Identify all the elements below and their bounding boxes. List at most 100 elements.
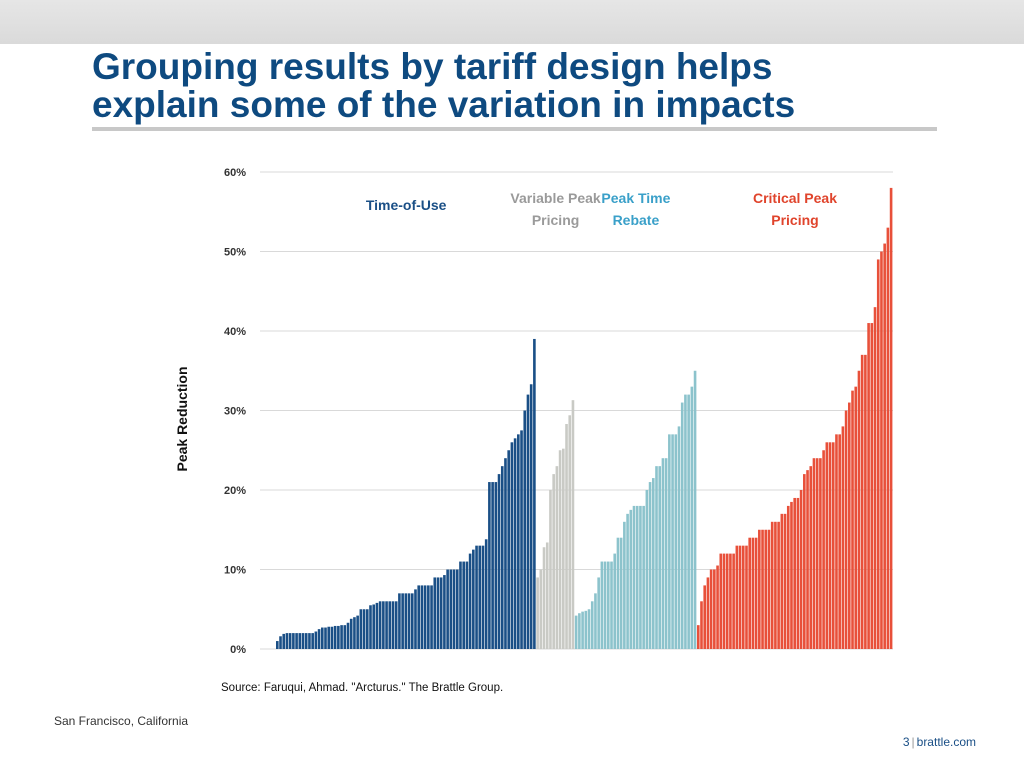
bar	[333, 625, 337, 649]
bar	[626, 513, 629, 649]
bar	[741, 545, 745, 649]
bar	[529, 384, 533, 649]
bar	[584, 610, 588, 649]
bar	[346, 622, 350, 649]
bar	[378, 601, 382, 649]
series-label: Critical Peak Pricing	[753, 190, 837, 228]
bar	[565, 424, 568, 649]
bar	[796, 497, 800, 649]
y-axis-label: Peak Reduction	[174, 366, 190, 471]
series-label-line: Rebate	[613, 212, 660, 228]
bar	[725, 553, 729, 649]
bar	[282, 633, 286, 649]
bar	[276, 641, 279, 649]
bar	[803, 474, 806, 649]
title-divider	[92, 127, 937, 131]
bar	[825, 442, 829, 649]
y-tick-label: 0%	[230, 644, 246, 656]
page-number: 3	[902, 735, 910, 749]
bar	[324, 627, 327, 649]
bar	[684, 394, 687, 649]
series-label-line: Pricing	[771, 212, 818, 228]
bar	[777, 521, 780, 649]
bar	[414, 589, 417, 650]
bar	[716, 565, 719, 649]
footer-separator: |	[911, 735, 915, 749]
bar	[359, 609, 363, 649]
bar	[311, 633, 314, 649]
bar	[542, 547, 546, 649]
bar	[703, 585, 707, 649]
bar	[719, 553, 723, 649]
bar	[349, 618, 353, 649]
bar	[600, 561, 604, 649]
bar	[295, 633, 298, 649]
bar	[375, 602, 379, 649]
bar	[619, 537, 623, 649]
bar	[517, 434, 520, 649]
bar	[436, 577, 440, 649]
bar	[706, 577, 710, 649]
bar	[417, 585, 421, 649]
bar	[423, 585, 427, 649]
series-label-line: Pricing	[532, 212, 579, 228]
bar	[693, 370, 697, 649]
bar	[472, 549, 475, 650]
bar	[767, 529, 771, 649]
y-tick-label: 20%	[224, 485, 246, 497]
bar	[526, 394, 530, 649]
y-tick-label: 40%	[224, 326, 246, 338]
bar	[558, 450, 562, 649]
bar	[581, 611, 584, 649]
bar	[635, 505, 639, 649]
bar	[459, 561, 462, 649]
bar	[870, 323, 874, 649]
footer-site: brattle.com	[916, 735, 976, 749]
bar	[658, 466, 662, 649]
bar	[549, 490, 552, 649]
bar	[780, 513, 784, 649]
series-label-line: Time-of-Use	[366, 197, 447, 213]
bar	[722, 553, 726, 649]
bar	[394, 601, 398, 649]
bar	[523, 410, 527, 649]
bar	[815, 458, 819, 649]
bar	[783, 513, 787, 649]
bar	[831, 442, 835, 649]
bar	[330, 626, 334, 649]
bar	[391, 601, 395, 649]
y-tick-label: 50%	[224, 247, 246, 259]
bar	[860, 354, 864, 649]
bar	[735, 545, 739, 649]
bar	[748, 537, 751, 649]
bar	[844, 410, 848, 649]
bar	[645, 490, 649, 649]
bar	[298, 633, 302, 649]
bar	[886, 227, 890, 649]
bar	[308, 633, 311, 649]
series-label: Variable Peak Pricing	[510, 190, 601, 228]
bar	[369, 605, 372, 649]
bar	[443, 575, 446, 649]
bar	[427, 585, 430, 649]
bar	[851, 390, 854, 650]
bar	[761, 529, 764, 649]
bar	[668, 434, 671, 649]
bar	[301, 633, 305, 649]
bar	[880, 251, 883, 649]
bar	[819, 458, 822, 649]
bar	[449, 569, 453, 649]
bar	[365, 609, 369, 649]
bar	[774, 521, 777, 649]
bar	[285, 633, 289, 649]
bar	[754, 537, 758, 649]
bar	[337, 625, 340, 649]
bar	[520, 430, 523, 650]
bar	[587, 609, 591, 649]
bar	[507, 450, 510, 649]
bar	[340, 625, 343, 649]
bar	[500, 466, 504, 649]
bar	[770, 521, 774, 649]
bar	[568, 415, 572, 649]
bar	[603, 561, 607, 649]
